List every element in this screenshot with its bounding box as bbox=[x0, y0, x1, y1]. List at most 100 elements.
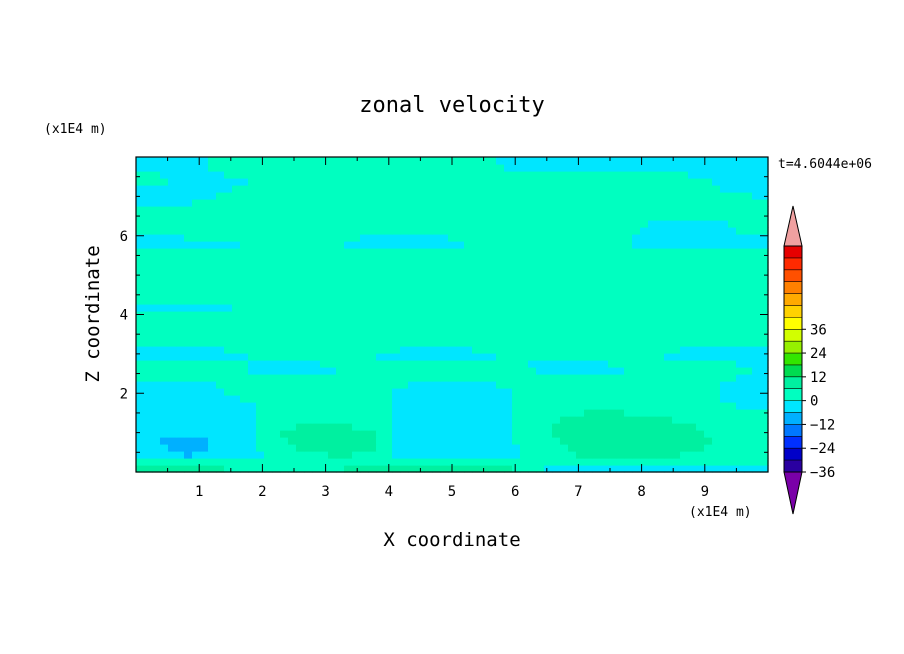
field-cell bbox=[592, 437, 601, 445]
field-cell bbox=[216, 339, 225, 347]
field-cell bbox=[568, 458, 577, 466]
field-cell bbox=[376, 353, 385, 361]
field-cell bbox=[168, 332, 177, 340]
field-cell bbox=[336, 234, 345, 242]
field-cell bbox=[656, 276, 665, 284]
field-cell bbox=[336, 283, 345, 291]
field-cell bbox=[152, 297, 161, 305]
field-cell bbox=[712, 283, 721, 291]
field-cell bbox=[480, 290, 489, 298]
field-cell bbox=[176, 451, 185, 459]
field-cell bbox=[384, 262, 393, 270]
field-cell bbox=[288, 297, 297, 305]
field-cell bbox=[384, 367, 393, 375]
field-cell bbox=[288, 395, 297, 403]
field-cell bbox=[424, 423, 433, 431]
field-cell bbox=[632, 367, 641, 375]
field-cell bbox=[456, 199, 465, 207]
field-cell bbox=[296, 325, 305, 333]
field-cell bbox=[464, 360, 473, 368]
field-cell bbox=[664, 185, 673, 193]
field-cell bbox=[712, 388, 721, 396]
field-cell bbox=[280, 248, 289, 256]
field-cell bbox=[408, 213, 417, 221]
field-cell bbox=[760, 241, 769, 249]
field-cell bbox=[272, 248, 281, 256]
field-cell bbox=[408, 367, 417, 375]
field-cell bbox=[384, 353, 393, 361]
field-cell bbox=[304, 276, 313, 284]
field-cell bbox=[688, 339, 697, 347]
field-cell bbox=[424, 206, 433, 214]
field-cell bbox=[632, 311, 641, 319]
field-cell bbox=[520, 465, 529, 473]
field-cell bbox=[464, 437, 473, 445]
field-cell bbox=[424, 325, 433, 333]
field-cell bbox=[640, 185, 649, 193]
field-cell bbox=[248, 255, 257, 263]
field-cell bbox=[440, 213, 449, 221]
field-cell bbox=[392, 290, 401, 298]
field-cell bbox=[640, 437, 649, 445]
field-cell bbox=[688, 416, 697, 424]
field-cell bbox=[488, 255, 497, 263]
field-cell bbox=[696, 402, 705, 410]
field-cell bbox=[352, 458, 361, 466]
field-cell bbox=[288, 444, 297, 452]
field-cell bbox=[136, 199, 145, 207]
field-cell bbox=[672, 374, 681, 382]
field-cell bbox=[472, 290, 481, 298]
field-cell bbox=[680, 234, 689, 242]
field-cell bbox=[672, 206, 681, 214]
field-cell bbox=[456, 206, 465, 214]
field-cell bbox=[544, 416, 553, 424]
field-cell bbox=[312, 437, 321, 445]
field-cell bbox=[224, 346, 233, 354]
field-cell bbox=[312, 318, 321, 326]
field-cell bbox=[264, 360, 273, 368]
field-cell bbox=[400, 332, 409, 340]
field-cell bbox=[200, 192, 209, 200]
field-cell bbox=[744, 388, 753, 396]
field-cell bbox=[440, 409, 449, 417]
field-cell bbox=[152, 192, 161, 200]
field-cell bbox=[712, 465, 721, 473]
field-cell bbox=[624, 311, 633, 319]
field-cell bbox=[416, 458, 425, 466]
field-cell bbox=[584, 290, 593, 298]
field-cell bbox=[184, 262, 193, 270]
field-cell bbox=[712, 360, 721, 368]
field-cell bbox=[208, 409, 217, 417]
field-cell bbox=[136, 367, 145, 375]
field-cell bbox=[232, 185, 241, 193]
field-cell bbox=[416, 213, 425, 221]
field-cell bbox=[664, 395, 673, 403]
field-cell bbox=[416, 220, 425, 228]
field-cell bbox=[312, 451, 321, 459]
field-cell bbox=[280, 388, 289, 396]
field-cell bbox=[616, 339, 625, 347]
field-cell bbox=[664, 157, 673, 165]
field-cell bbox=[704, 241, 713, 249]
field-cell bbox=[696, 269, 705, 277]
field-cell bbox=[176, 311, 185, 319]
field-cell bbox=[264, 199, 273, 207]
field-cell bbox=[408, 381, 417, 389]
field-cell bbox=[568, 444, 577, 452]
field-cell bbox=[248, 283, 257, 291]
field-cell bbox=[320, 311, 329, 319]
field-cell bbox=[704, 318, 713, 326]
field-cell bbox=[376, 423, 385, 431]
field-cell bbox=[424, 409, 433, 417]
field-cell bbox=[232, 290, 241, 298]
field-cell bbox=[136, 423, 145, 431]
field-cell bbox=[288, 409, 297, 417]
field-cell bbox=[304, 409, 313, 417]
field-cell bbox=[176, 346, 185, 354]
field-cell bbox=[536, 283, 545, 291]
field-cell bbox=[560, 332, 569, 340]
field-cell bbox=[680, 465, 689, 473]
field-cell bbox=[264, 388, 273, 396]
field-cell bbox=[280, 416, 289, 424]
